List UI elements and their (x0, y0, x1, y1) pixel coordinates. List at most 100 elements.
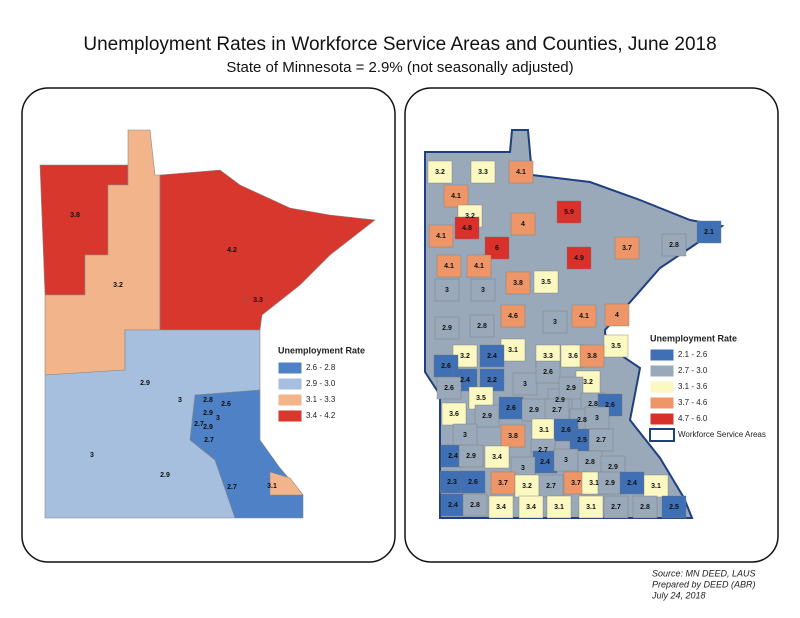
legend-title: Unemployment Rate (650, 333, 737, 343)
county (466, 254, 492, 278)
county (558, 376, 584, 400)
legend-swatch (277, 393, 303, 407)
area-label: 3 (90, 452, 94, 459)
legend-swatch (649, 380, 675, 394)
county-label: 3.1 (586, 504, 596, 511)
area-label: 2.9 (203, 410, 213, 417)
county-label: 3.8 (587, 353, 597, 360)
county-label: 2.9 (442, 325, 452, 332)
county-label: 2.8 (470, 502, 480, 509)
county-label: 2.8 (577, 417, 587, 424)
county-label: 2.9 (529, 407, 539, 414)
county-label: 3.3 (543, 353, 553, 360)
county-label: 2.9 (482, 413, 492, 420)
county-label: 3 (564, 457, 568, 464)
area-label: 2.7 (194, 421, 204, 428)
right-map: 3.2 3.3 4.1 4.1 3.2 4.8 4.1 4 5.9 2.1 2.8 3.7 6 4.9 4.… (424, 129, 766, 519)
county-label: 3.7 (498, 480, 508, 487)
county (488, 495, 514, 519)
legend-label: 3.4 - 4.2 (306, 411, 336, 420)
legend-label: 3.1 - 3.3 (306, 395, 336, 404)
area-label: 2.9 (203, 424, 213, 431)
county (508, 160, 534, 184)
county-label: 2.4 (627, 480, 637, 487)
county-label: 3.4 (526, 504, 536, 511)
legend-swatch (649, 412, 675, 426)
county (458, 444, 484, 468)
county-label: 4.1 (474, 263, 484, 270)
county (500, 424, 526, 448)
county (512, 372, 538, 396)
county-label: 3.7 (622, 245, 632, 252)
county-label: 2.7 (611, 504, 621, 511)
area-label: 4.2 (227, 247, 237, 254)
area-label: 2.8 (203, 397, 213, 404)
county (604, 303, 630, 327)
area-label: 3.1 (267, 483, 277, 490)
county-label: 2.9 (555, 397, 565, 404)
county-label: 3.2 (460, 353, 470, 360)
county-label: 3 (521, 465, 525, 472)
area-label: 2.7 (227, 484, 237, 491)
county-label: 3.1 (589, 480, 599, 487)
county-label: 2.4 (460, 377, 470, 384)
county-label: 2.8 (588, 401, 598, 408)
county-label: 2.1 (704, 229, 714, 236)
county (518, 495, 544, 519)
county-label: 3 (463, 432, 467, 439)
county (556, 200, 582, 224)
county (454, 216, 480, 240)
county-label: 3 (553, 319, 557, 326)
county-label: 3.4 (496, 504, 506, 511)
county-label: 3 (445, 287, 449, 294)
subtitle: State of Minnesota = 2.9% (not seasonall… (226, 59, 573, 76)
legend-swatch (277, 409, 303, 423)
county (510, 212, 536, 236)
area-label: 2.9 (160, 472, 170, 479)
county (566, 246, 592, 270)
legend-label: 2.6 - 2.8 (306, 363, 336, 372)
county (470, 160, 496, 184)
county-label: 2.9 (566, 385, 576, 392)
county-label: 2.4 (540, 459, 550, 466)
county-label: 2.5 (669, 504, 679, 511)
county-label: 3.6 (568, 353, 578, 360)
county (505, 271, 531, 295)
county (632, 495, 658, 519)
area-label: 3.8 (70, 212, 80, 219)
county-label: 3 (595, 415, 599, 422)
county-label: 6 (495, 245, 499, 252)
county-label: 3.8 (513, 280, 523, 287)
county-label: 2.8 (477, 323, 487, 330)
legend-label: 2.1 - 2.6 (678, 350, 708, 359)
county-label: 3.1 (508, 347, 518, 354)
county-label: 2.4 (487, 353, 497, 360)
county-label: 3.5 (476, 395, 486, 402)
county-label: 3.7 (571, 480, 581, 487)
county-label: 3.4 (492, 454, 502, 461)
legend-swatch (649, 348, 675, 362)
county (428, 224, 454, 248)
county (462, 493, 488, 517)
county-label: 3.6 (449, 411, 459, 418)
county-label: 4.1 (444, 263, 454, 270)
legend-label: 4.7 - 6.0 (678, 414, 708, 423)
county (661, 233, 687, 257)
county-label: 2.7 (596, 437, 606, 444)
area-label: 2.6 (221, 401, 231, 408)
county (469, 314, 495, 338)
county-label: 2.5 (577, 437, 587, 444)
county-label: 2.6 (444, 385, 454, 392)
county-label: 3 (523, 381, 527, 388)
area-label: 2.7 (204, 437, 214, 444)
county (436, 376, 462, 400)
legend-label: 2.7 - 3.0 (678, 366, 708, 375)
county-label: 2.2 (487, 377, 497, 384)
source-line: Source: MN DEED, LAUS (652, 568, 756, 578)
legend-swatch (277, 377, 303, 391)
county-label: 4.1 (436, 233, 446, 240)
county-label: 2.4 (448, 502, 458, 509)
county (579, 344, 605, 368)
